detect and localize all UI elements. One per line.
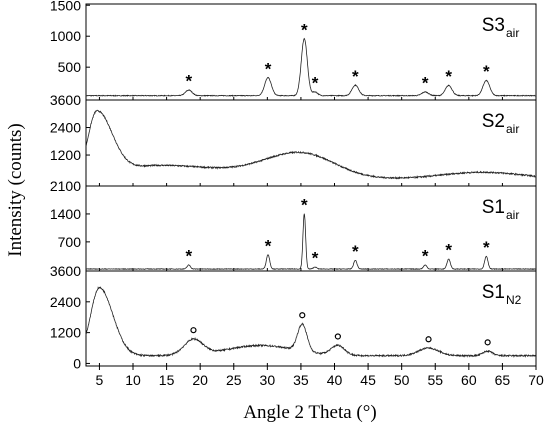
panel-2: 1200 2400 3600 S2 air [50, 92, 537, 187]
y-tick-label: 3600 [50, 92, 81, 108]
peak-marker-star: * [352, 67, 359, 86]
panel-4: 0 1200 2400 3600 S1 N2 [50, 263, 537, 371]
panel-label-subscript: air [506, 122, 519, 136]
peak-marker-star: * [445, 241, 452, 260]
y-tick-label: 500 [58, 59, 82, 75]
panel-label-subscript: air [506, 26, 519, 40]
x-tick-label: 20 [192, 372, 208, 388]
panel-frame [85, 99, 537, 187]
panel-3: 700 1400 2100 * * * * * * * * S1 air [50, 178, 537, 272]
peak-marker-circle [190, 327, 197, 334]
diffraction-pattern-line [85, 37, 537, 97]
x-tick-label: 40 [327, 372, 343, 388]
diffraction-pattern-line [85, 109, 537, 180]
y-tick-label: 0 [73, 355, 81, 371]
y-tick-label: 2100 [50, 178, 81, 194]
peak-marker-star: * [265, 59, 272, 78]
peak-marker-star: * [301, 196, 308, 215]
x-tick-label: 10 [125, 372, 141, 388]
x-tick-label: 5 [96, 372, 104, 388]
peak-marker-star: * [445, 67, 452, 86]
panel-label-subscript: air [506, 208, 519, 222]
x-axis-ticks: 5 10 15 20 25 30 35 40 45 50 55 60 65 70 [96, 366, 544, 388]
x-tick-label: 60 [461, 372, 477, 388]
peak-marker-star: * [301, 20, 308, 39]
x-tick-label: 15 [159, 372, 175, 388]
x-tick-label: 70 [528, 372, 544, 388]
peak-marker-star: * [312, 249, 319, 268]
y-tick-label: 1200 [50, 325, 81, 341]
x-tick-label: 25 [226, 372, 242, 388]
panel-frame [85, 270, 537, 367]
x-tick-label: 55 [427, 372, 443, 388]
diffraction-pattern-line [85, 213, 536, 271]
y-tick-label: 1500 [50, 0, 81, 13]
y-tick-label: 1400 [50, 206, 81, 222]
peak-marker-star: * [422, 74, 429, 93]
peak-marker-circle [334, 333, 341, 340]
peak-marker-star: * [265, 236, 272, 255]
diffraction-pattern-line [85, 286, 537, 358]
panel-label: S2 [482, 111, 505, 132]
x-tick-label: 30 [260, 372, 276, 388]
peak-marker-star: * [483, 62, 490, 81]
peak-marker-circle [299, 312, 306, 319]
x-tick-label: 35 [293, 372, 309, 388]
x-tick-label: 50 [394, 372, 410, 388]
peak-marker-star: * [185, 247, 192, 266]
y-tick-label: 2400 [50, 294, 81, 310]
peak-marker-star: * [312, 73, 319, 92]
y-tick-label: 700 [58, 234, 82, 250]
peak-marker-circle [484, 339, 491, 346]
x-axis-title: Angle 2 Theta (°) [243, 402, 376, 423]
panel-1: 500 1000 1500 * * * * * * * * S3 air [50, 0, 537, 101]
x-tick-label: 45 [360, 372, 376, 388]
panel-label: S3 [482, 15, 505, 36]
peak-marker-star: * [483, 238, 490, 257]
peak-marker-star: * [422, 247, 429, 266]
panel-label: S1 [482, 197, 505, 218]
y-tick-label: 1200 [50, 147, 81, 163]
peak-marker-circle [425, 336, 432, 343]
panel-label: S1 [482, 282, 505, 303]
peak-marker-star: * [352, 242, 359, 261]
y-tick-label: 2400 [50, 120, 81, 136]
y-tick-label: 3600 [50, 263, 81, 279]
x-tick-label: 65 [495, 372, 511, 388]
panel-label-subscript: N2 [506, 293, 522, 307]
y-tick-label: 1000 [50, 28, 81, 44]
y-axis-title: Intensity (counts) [5, 123, 26, 257]
peak-marker-star: * [185, 72, 192, 91]
